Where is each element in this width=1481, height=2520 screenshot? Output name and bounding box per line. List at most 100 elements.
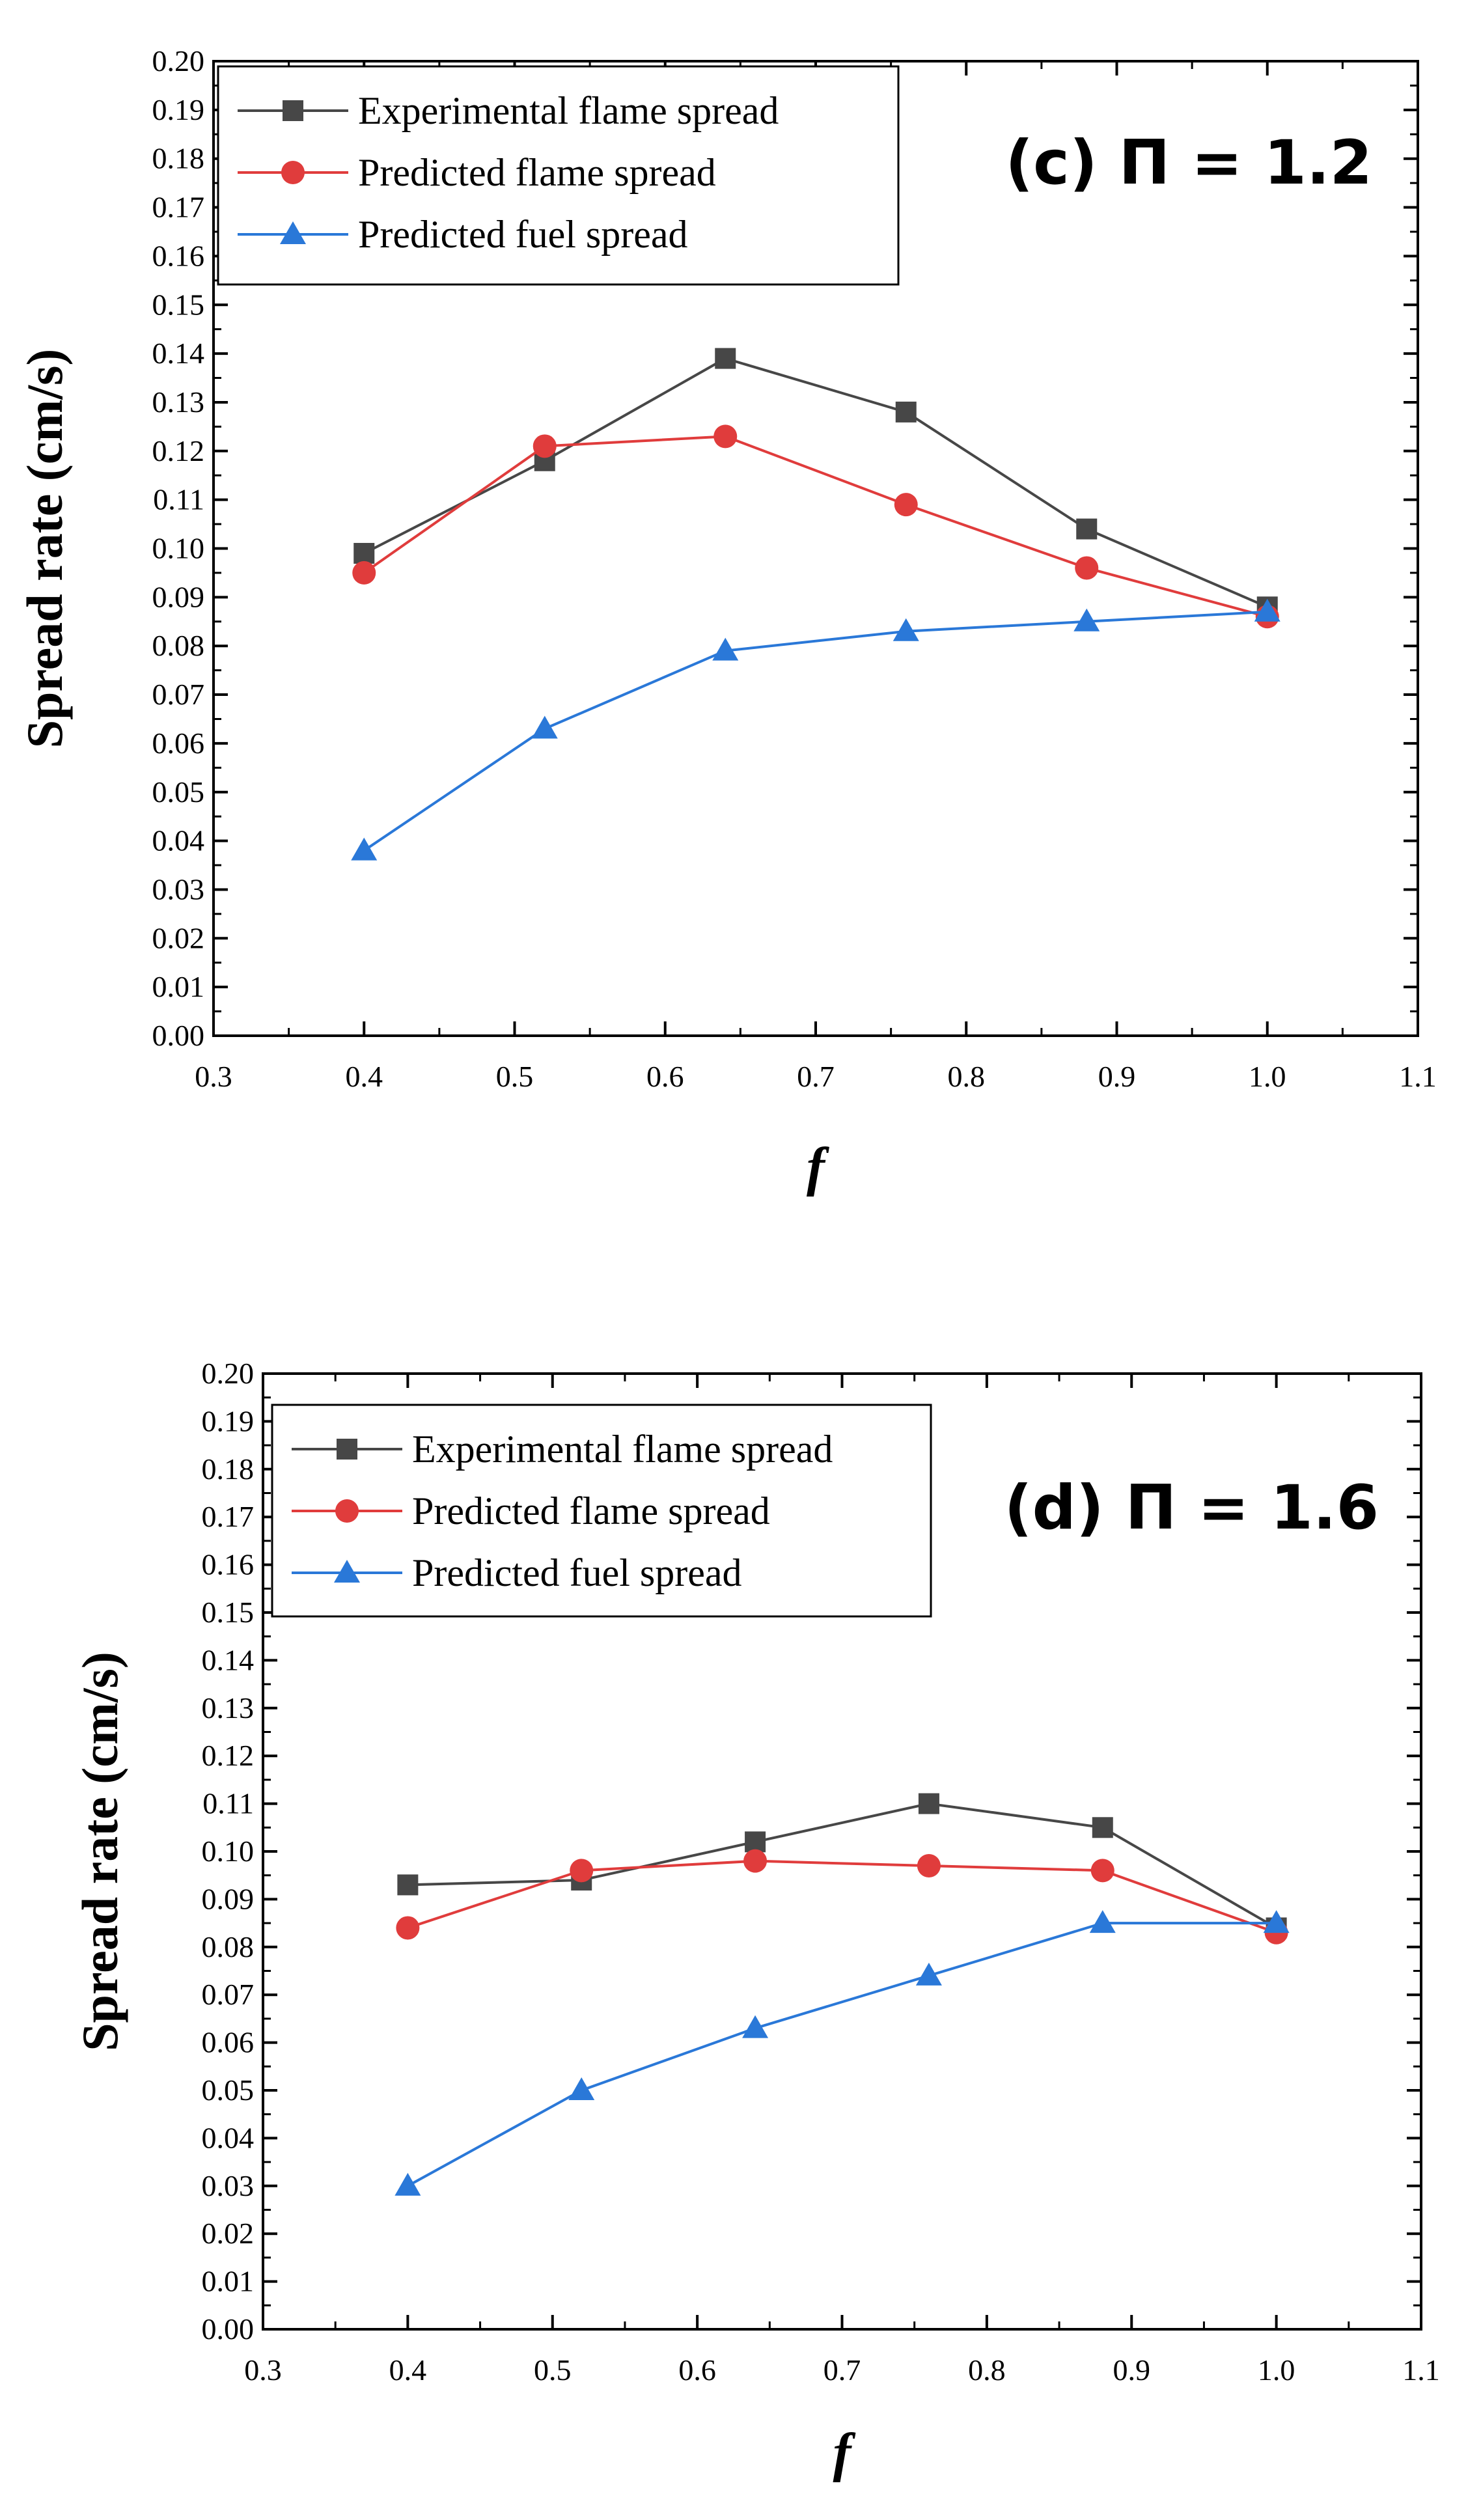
- y-tick-label: 0.00: [152, 1019, 205, 1052]
- data-point: [568, 2077, 595, 2100]
- y-tick-label: 0.10: [152, 532, 205, 565]
- series-triangle: [351, 598, 1280, 861]
- y-tick-label: 0.04: [202, 2121, 255, 2154]
- data-point: [713, 424, 738, 449]
- y-tick-label: 0.14: [202, 1643, 255, 1676]
- legend-label: Predicted flame spread: [412, 1489, 770, 1532]
- chart-panel-d: 0.3 0.4 0.5 0.6 0.7 0.8 0.9 1.0 1.1 0.00 0.01 0.02 0…: [72, 1357, 1440, 2483]
- data-point: [351, 837, 378, 861]
- y-tick-label: 0.19: [152, 93, 205, 126]
- legend-marker: [337, 1439, 357, 1460]
- series-square: [397, 1793, 1287, 1939]
- y-tick-label: 0.02: [152, 921, 205, 954]
- data-point: [715, 348, 736, 369]
- x-axis-title: f: [833, 2422, 856, 2483]
- data-point: [917, 1854, 941, 1878]
- legend-marker: [280, 221, 306, 244]
- y-tick-label: 0.07: [152, 678, 205, 711]
- data-point: [1092, 1817, 1113, 1838]
- x-tick-label: 1.0: [1258, 2353, 1295, 2387]
- y-tick-label: 0.13: [202, 1691, 255, 1724]
- data-point: [745, 1831, 766, 1853]
- data-point: [397, 1874, 419, 1896]
- y-tick-label: 0.00: [202, 2312, 255, 2346]
- data-point: [353, 542, 375, 564]
- data-point: [1254, 598, 1280, 622]
- y-tick-label: 0.07: [202, 1978, 255, 2011]
- y-axis-title: Spread rate (cm/s): [72, 1652, 128, 2051]
- y-tick-label: 0.10: [202, 1835, 255, 1868]
- panel-title: (c) Π = 1.2: [1005, 128, 1372, 199]
- y-tick-label: 0.20: [152, 44, 205, 77]
- data-point: [712, 637, 739, 661]
- data-point: [352, 561, 376, 585]
- series-line: [363, 610, 1267, 852]
- data-point: [918, 1793, 939, 1814]
- y-tick-label: 0.09: [202, 1882, 255, 1915]
- series-line: [407, 1859, 1277, 1934]
- y-tick-label: 0.02: [202, 2217, 255, 2250]
- y-tick-label: 0.20: [202, 1357, 255, 1390]
- y-tick-label: 0.15: [152, 288, 205, 321]
- y-tick-label: 0.17: [152, 191, 205, 224]
- y-tick-label: 0.18: [152, 142, 205, 175]
- legend: Experimental flame spread Predicted flame…: [217, 65, 900, 286]
- data-point: [394, 2172, 421, 2196]
- x-tick-label: 0.3: [244, 2353, 282, 2387]
- legend-marker: [281, 161, 305, 184]
- legend: Experimental flame spread Predicted flame…: [271, 1404, 932, 1618]
- x-tick-label: 0.9: [1113, 2353, 1151, 2387]
- y-tick-label: 0.01: [152, 970, 205, 1003]
- data-point: [1076, 518, 1098, 540]
- x-tick-label: 1.1: [1399, 1060, 1437, 1093]
- data-point: [570, 1859, 594, 1883]
- y-tick-label: 0.04: [152, 824, 205, 857]
- y-tick-label: 0.05: [152, 775, 205, 809]
- data-point: [895, 401, 917, 422]
- y-tick-label: 0.19: [202, 1404, 255, 1437]
- series-line: [408, 1802, 1277, 1930]
- x-tick-label: 1.1: [1402, 2353, 1440, 2387]
- legend-marker: [335, 1499, 359, 1523]
- y-tick-label: 0.11: [153, 483, 204, 516]
- y-tick-label: 0.09: [152, 580, 205, 613]
- legend-label: Predicted fuel spread: [358, 213, 687, 256]
- data-point: [893, 618, 919, 641]
- legend-marker: [334, 1560, 360, 1583]
- y-tick-label: 0.18: [202, 1452, 255, 1486]
- data-point: [1263, 1910, 1290, 1933]
- x-tick-label: 0.7: [824, 2353, 861, 2387]
- x-tick-label: 0.5: [534, 2353, 572, 2387]
- y-tick-label: 0.14: [152, 337, 205, 370]
- data-point: [743, 1849, 768, 1873]
- y-axis-title: Spread rate (cm/s): [16, 349, 73, 749]
- y-tick-label: 0.06: [202, 2026, 255, 2059]
- y-tick-label: 0.17: [202, 1500, 255, 1533]
- legend-box: [217, 65, 900, 286]
- data-point: [396, 1916, 420, 1940]
- series-line: [363, 435, 1268, 618]
- chart-panel-c: 0.3 0.4 0.5 0.6 0.7 0.8 0.9 1.0 1.1 0.00 0.01 0.02 0…: [16, 44, 1437, 1197]
- data-point: [531, 715, 558, 739]
- series-line: [363, 357, 1268, 609]
- y-tick-label: 0.12: [202, 1739, 255, 1772]
- y-tick-label: 0.03: [152, 872, 205, 906]
- data-point: [1073, 608, 1100, 631]
- legend-marker: [283, 100, 303, 121]
- y-tick-label: 0.16: [202, 1548, 255, 1581]
- y-tick-label: 0.01: [202, 2265, 255, 2298]
- data-point: [915, 1962, 942, 1986]
- y-tick-label: 0.12: [152, 434, 205, 467]
- series-circle: [396, 1849, 1288, 1945]
- y-tick-label: 0.05: [202, 2073, 255, 2107]
- y-tick-label: 0.16: [152, 239, 205, 272]
- x-tick-label: 0.3: [195, 1060, 232, 1093]
- y-tick-label: 0.06: [152, 727, 205, 760]
- data-point: [1075, 556, 1099, 580]
- panel-title: (d) Π = 1.6: [1004, 1473, 1379, 1544]
- legend-label: Experimental flame spread: [412, 1428, 833, 1471]
- series-circle: [352, 424, 1279, 629]
- x-tick-label: 0.8: [968, 2353, 1006, 2387]
- y-tick-label: 0.13: [152, 385, 205, 419]
